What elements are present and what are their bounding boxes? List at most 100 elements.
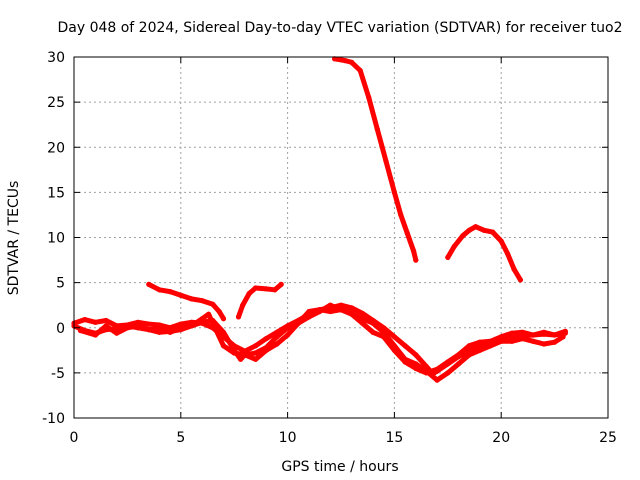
data-point — [481, 227, 487, 233]
grid-lines — [74, 57, 608, 418]
data-point — [445, 370, 451, 376]
data-point — [552, 332, 558, 338]
data-point — [263, 336, 269, 342]
data-point — [490, 229, 496, 235]
y-tick-label: 25 — [47, 95, 65, 111]
series-steep-descent — [332, 56, 419, 263]
data-point — [349, 59, 355, 65]
y-tick-label: -10 — [42, 411, 65, 427]
data-point — [188, 323, 195, 329]
data-point — [562, 328, 568, 334]
data-point — [404, 230, 410, 236]
data-point — [342, 58, 348, 64]
y-axis-label: SDTVAR / TECUs — [6, 181, 22, 296]
data-point — [509, 330, 515, 336]
data-point — [398, 212, 404, 218]
data-point — [146, 321, 152, 327]
data-point — [114, 330, 120, 336]
data-point — [349, 311, 355, 317]
data-point — [381, 334, 387, 340]
data-point — [188, 296, 195, 302]
data-point — [451, 243, 457, 250]
data-point — [349, 305, 355, 311]
data-point — [374, 126, 380, 132]
data-point — [274, 334, 280, 340]
data-point — [317, 308, 323, 315]
y-tick-label: 20 — [47, 140, 65, 156]
data-point — [285, 332, 291, 338]
series-arc-left — [146, 281, 227, 322]
y-tick-label: 15 — [47, 185, 65, 201]
data-point — [487, 338, 494, 344]
data-point — [220, 316, 227, 322]
data-point — [370, 329, 376, 335]
data-point — [391, 347, 397, 353]
data-point — [146, 327, 152, 333]
data-point — [366, 95, 372, 101]
data-point — [178, 325, 184, 331]
data-point — [445, 359, 451, 365]
data-point — [477, 347, 483, 353]
data-point — [505, 251, 511, 257]
x-axis-label: GPS time / hours — [281, 459, 398, 475]
data-point — [220, 329, 227, 335]
y-tick-label: -5 — [51, 366, 65, 382]
data-point — [411, 248, 417, 254]
data-point — [520, 336, 526, 342]
data-point — [246, 290, 252, 297]
x-tick-label: 0 — [70, 430, 79, 446]
data-point — [383, 158, 389, 164]
data-point — [423, 370, 429, 376]
data-point — [466, 227, 472, 233]
data-point — [327, 308, 333, 315]
data-point — [253, 285, 259, 291]
series-hump-right — [445, 224, 524, 283]
data-point — [560, 334, 566, 340]
data-point — [498, 238, 504, 244]
data-point — [413, 365, 419, 371]
data-point — [240, 302, 246, 308]
data-point — [460, 233, 466, 239]
x-tick-label: 25 — [599, 430, 617, 446]
data-point — [178, 292, 184, 298]
data-point — [530, 332, 536, 338]
x-axis-ticks: 0 5 10 15 20 25 — [70, 57, 617, 446]
y-tick-label: 5 — [56, 276, 65, 292]
data-point — [253, 350, 259, 356]
data-point — [272, 287, 278, 293]
data-point — [391, 334, 397, 340]
y-axis-ticks: -10 -5 0 5 10 15 20 25 30 — [42, 50, 608, 427]
data-point — [402, 359, 408, 365]
series-track-c — [77, 302, 568, 376]
data-point — [238, 356, 244, 362]
data-point — [517, 277, 524, 283]
data-point — [156, 326, 162, 332]
data-point — [455, 352, 462, 358]
chart-title: Day 048 of 2024, Sidereal Day-to-day VTE… — [57, 20, 622, 36]
data-point — [306, 314, 312, 320]
data-point — [391, 189, 397, 195]
data-point — [156, 322, 162, 328]
data-point — [135, 323, 141, 329]
data-point — [167, 289, 173, 295]
x-tick-label: 5 — [176, 430, 185, 446]
data-point — [242, 352, 248, 358]
data-point — [477, 339, 483, 345]
data-point — [370, 320, 376, 326]
data-point — [82, 317, 88, 323]
data-point — [77, 327, 83, 334]
x-tick-label: 15 — [385, 430, 403, 446]
data-point — [278, 281, 284, 287]
data-point — [285, 325, 291, 331]
data-point — [167, 329, 173, 335]
data-point — [306, 308, 312, 315]
data-point — [295, 320, 301, 326]
data-point — [413, 257, 419, 263]
data-point — [103, 323, 109, 329]
data-point — [124, 325, 130, 331]
data-point — [434, 366, 440, 372]
data-point — [357, 67, 363, 74]
data-point — [466, 343, 472, 349]
data-point — [541, 329, 547, 335]
